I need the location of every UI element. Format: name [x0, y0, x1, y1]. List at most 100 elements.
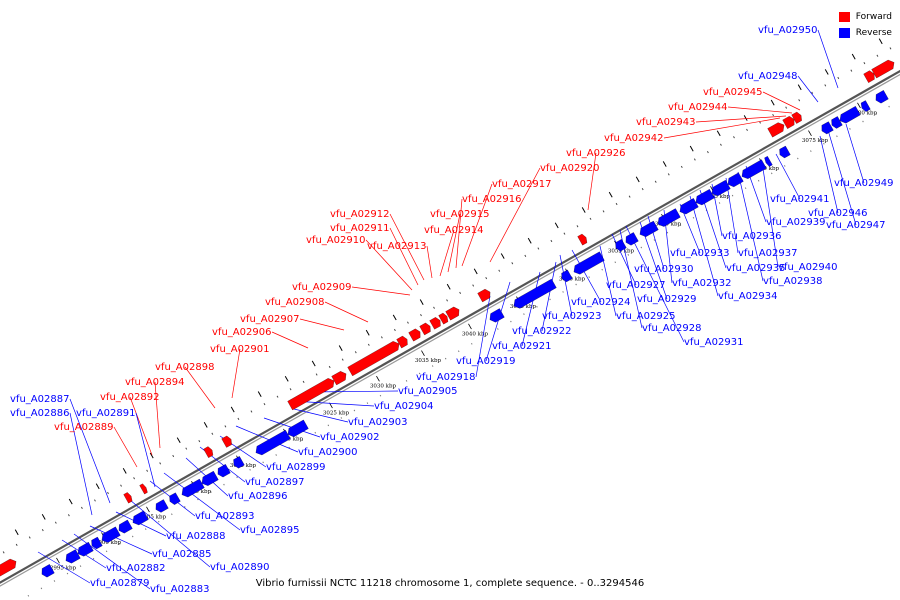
leader-line	[737, 171, 764, 282]
forward-swatch	[838, 12, 850, 22]
track-mark	[68, 498, 73, 505]
forward-gene-arrow	[438, 312, 449, 325]
gene-label: vfu_A02943	[636, 117, 695, 128]
gene-label: vfu_A02928	[642, 323, 701, 334]
gene-label: vfu_A02902	[320, 432, 379, 443]
track-mark	[473, 268, 478, 275]
gene-label: vfu_A02907	[240, 314, 299, 325]
reverse-gene-arrow	[679, 198, 699, 215]
gene-label: vfu_A02935	[726, 263, 785, 274]
scale-tick-label: 3035 kbp	[415, 358, 442, 364]
gene-label: vfu_A02916	[462, 194, 521, 205]
gene-label: vfu_A02922	[512, 326, 571, 337]
scale-tick-label: 3065 kbp	[704, 194, 731, 200]
gene-label: vfu_A02896	[228, 491, 287, 502]
forward-gene-arrow	[203, 446, 214, 458]
reverse-gene-arrow	[77, 541, 94, 557]
gene-label: vfu_A02912	[330, 209, 389, 220]
leader-line	[762, 91, 801, 111]
leader-line	[69, 412, 93, 516]
leader-line	[817, 29, 839, 89]
forward-gene-arrow	[139, 483, 148, 495]
reverse-gene-arrow	[91, 536, 103, 550]
leader-line	[231, 348, 241, 399]
reverse-gene-arrow	[695, 189, 715, 206]
reverse-swatch	[838, 28, 850, 38]
forward-gene-arrow	[347, 341, 400, 377]
leader-line	[689, 195, 719, 297]
forward-gene-arrow	[791, 111, 802, 124]
reverse-gene-arrow	[181, 478, 205, 498]
scale-tick	[56, 557, 60, 564]
scale-tick-label: 3030 kbp	[370, 384, 397, 390]
legend-reverse: Reverse	[838, 25, 892, 41]
reverse-gene-arrow	[625, 232, 639, 246]
reverse-gene-arrow	[233, 456, 245, 469]
gene-label: vfu_A02905	[398, 386, 457, 397]
legend-forward: Forward	[838, 9, 892, 25]
reverse-gene-arrow	[217, 464, 231, 478]
gene-label: vfu_A02899	[266, 462, 325, 473]
track-mark	[257, 391, 262, 398]
gene-label: vfu_A02909	[292, 282, 351, 293]
gene-label: vfu_A02946	[808, 208, 867, 219]
track-mark	[203, 421, 208, 428]
leader-line	[235, 425, 299, 453]
gene-label: vfu_A02913	[367, 241, 426, 252]
leader-line	[587, 152, 597, 211]
track-mark	[743, 115, 748, 121]
reverse-gene-arrow	[639, 220, 659, 237]
reverse-gene-arrow	[657, 208, 681, 227]
reverse-gene-arrow	[132, 510, 149, 526]
scale-tick-label: 3075 kbp	[802, 138, 829, 144]
leader-line	[797, 75, 819, 103]
leader-line	[475, 295, 491, 378]
gene-label: vfu_A02933	[670, 248, 729, 259]
track-mark	[878, 38, 883, 45]
track-mark	[500, 253, 505, 259]
scale-tick-label: 3020 kbp	[277, 437, 304, 443]
reverse-gene-arrow	[118, 519, 133, 534]
leader-line	[461, 183, 493, 267]
track-mark	[662, 161, 667, 167]
leader-line	[389, 213, 425, 281]
track-mark	[392, 314, 397, 321]
track-mark	[716, 130, 721, 137]
feature-layer	[0, 59, 895, 578]
forward-gene-arrow	[477, 288, 491, 303]
gene-label: vfu_A02889	[54, 422, 113, 433]
forward-gene-arrow	[445, 306, 460, 321]
reverse-gene-arrow	[727, 172, 744, 188]
leader-line	[89, 525, 153, 555]
leader-line	[695, 115, 787, 123]
scale-tick-label: 2995 kbp	[50, 566, 77, 572]
gene-label: vfu_A02942	[604, 133, 663, 144]
track-mark	[797, 84, 802, 91]
reverse-gene-arrow	[155, 499, 169, 513]
leader-line	[271, 331, 309, 349]
gene-label: vfu_A02885	[152, 549, 211, 560]
gene-label: vfu_A02948	[738, 71, 797, 82]
gene-label: vfu_A02917	[492, 179, 551, 190]
track-mark	[230, 406, 235, 413]
reverse-gene-arrow	[101, 526, 121, 543]
scale-tick	[146, 506, 150, 513]
gene-label: vfu_A02883	[150, 584, 209, 595]
reverse-gene-arrow	[513, 278, 557, 309]
forward-gene-arrow	[287, 378, 335, 411]
gene-label: vfu_A02927	[606, 280, 665, 291]
gene-label: vfu_A02897	[245, 477, 304, 488]
scale-tick	[376, 375, 380, 382]
forward-gene-arrow	[396, 335, 408, 349]
reverse-gene-arrow	[255, 429, 291, 456]
track-mark	[365, 329, 370, 336]
leader-line	[163, 472, 241, 531]
track-mark	[95, 483, 100, 490]
scale-tick-label: 3025 kbp	[323, 410, 350, 416]
gene-label: vfu_A02932	[672, 278, 731, 289]
scale-tick-label: 3005 kbp	[140, 514, 167, 520]
gene-label: vfu_A02903	[348, 417, 407, 428]
gene-label: vfu_A02910	[306, 235, 365, 246]
reverse-gene-arrow	[41, 564, 55, 578]
reverse-gene-arrow	[860, 100, 871, 112]
